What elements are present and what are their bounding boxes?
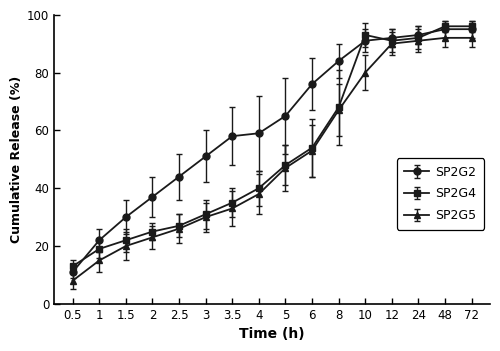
Legend: SP2G2, SP2G4, SP2G5: SP2G2, SP2G4, SP2G5 xyxy=(396,158,484,230)
Y-axis label: Cumulative Release (%): Cumulative Release (%) xyxy=(10,76,22,243)
X-axis label: Time (h): Time (h) xyxy=(240,327,305,341)
